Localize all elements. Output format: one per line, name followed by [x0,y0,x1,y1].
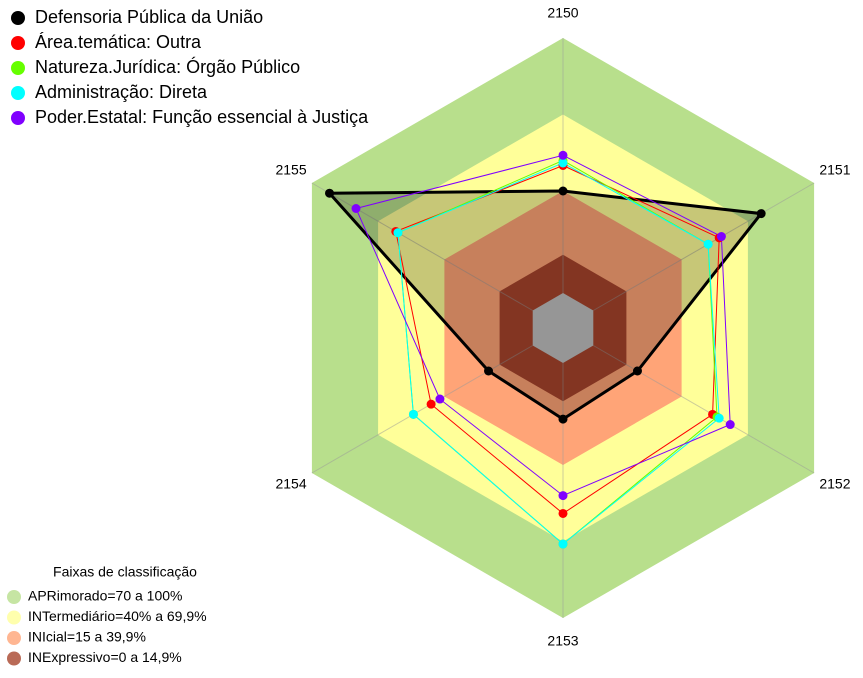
legend-marker [11,86,25,100]
data-point [325,188,335,198]
data-point [393,228,403,238]
band-legend-marker [7,651,21,666]
legend-label: Administração: Direta [35,82,208,102]
legend-marker [11,111,25,125]
axis-label: 2153 [547,633,578,649]
legend-label: Área.temática: Outra [35,32,202,52]
legend-marker [11,11,25,25]
data-point [408,409,418,419]
axis-label: 2154 [275,476,306,492]
data-point [558,539,568,549]
data-point [484,366,494,376]
axis-label: 2150 [547,5,578,21]
axis-label: 2151 [819,162,850,178]
band-legend-marker [7,610,21,625]
axis-spoke [311,182,533,311]
legend-label: Defensoria Pública da União [35,7,263,27]
data-point [558,150,568,160]
data-point [435,394,445,404]
band-legend-label: APRimorado=70 a 100% [28,588,183,604]
center-hole [532,293,594,363]
legend-marker [11,36,25,50]
data-point [716,232,726,242]
band-legend-title: Faixas de classificação [53,564,197,580]
data-point [558,491,568,501]
legend-label: Natureza.Jurídica: Órgão Público [35,56,300,77]
band-legend-marker [7,631,21,645]
band-legend-label: INExpressivo=0 a 14,9% [28,649,182,665]
data-point [756,209,766,219]
axis-spoke [593,182,815,311]
data-point [558,508,568,518]
data-point [558,158,568,168]
axis-label: 2152 [819,476,850,492]
data-point [558,186,568,196]
axis-spoke [311,345,533,474]
data-point [725,420,735,430]
data-point [632,366,642,376]
data-point [351,204,361,213]
axis-spoke [593,345,815,474]
data-point [703,239,713,249]
band-legend-label: INIcial=15 a 39,9% [28,629,146,645]
band-legend-marker [7,590,21,604]
legend-marker [11,61,25,75]
axis-label: 2155 [275,162,306,178]
data-point [426,399,436,409]
data-point [714,413,724,423]
legend-label: Poder.Estatal: Função essencial à Justiç… [35,107,369,127]
data-point [558,414,568,424]
band-legend-label: INTermediário=40% a 69,9% [28,608,207,624]
